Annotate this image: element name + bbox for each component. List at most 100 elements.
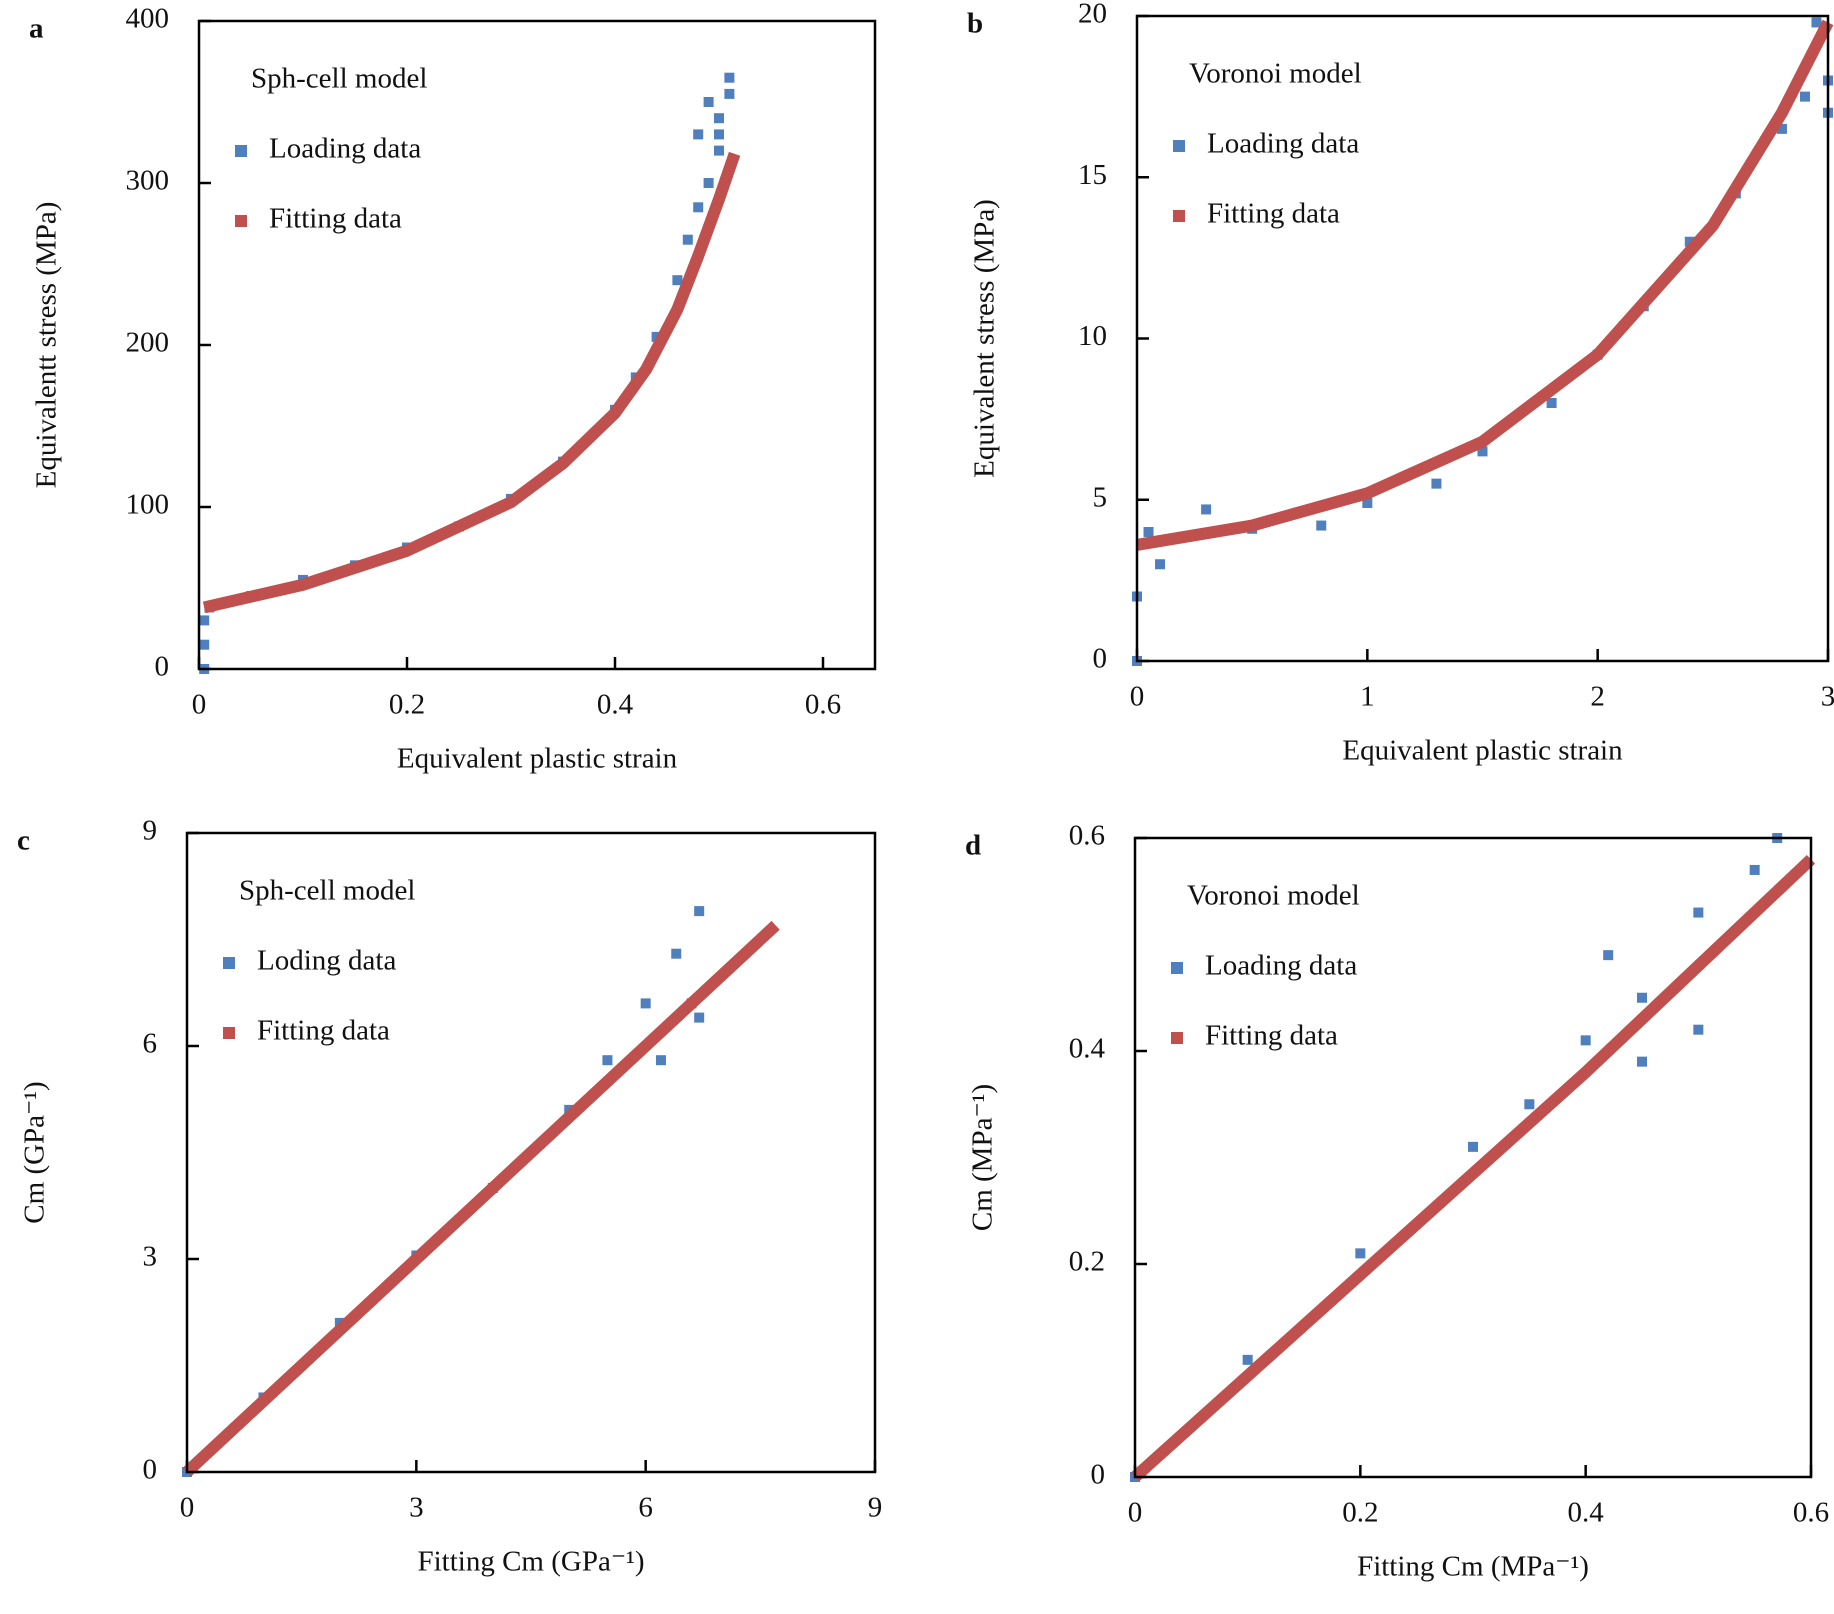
x-tick-label: 3 <box>409 1492 424 1524</box>
legend-label: Fitting data <box>257 1015 390 1047</box>
point <box>655 1055 666 1066</box>
annotation: Voronoi model <box>1187 880 1360 912</box>
legend-label: Loding data <box>257 945 396 977</box>
annotation: Sph-cell model <box>251 63 427 95</box>
point <box>1468 1141 1478 1152</box>
x-tick-label: 0 <box>180 1492 195 1524</box>
x-tick-label: 9 <box>868 1492 883 1524</box>
plot-frame <box>185 831 877 1474</box>
legend-marker <box>1173 210 1185 222</box>
point <box>1524 1099 1535 1110</box>
y-tick-label: 0.6 <box>1069 820 1105 852</box>
y-tick-label: 3 <box>143 1241 158 1273</box>
x-tick-label: 0.4 <box>597 689 634 721</box>
point <box>1637 992 1647 1003</box>
legend-label: Loading data <box>1207 128 1359 160</box>
y-tick-label: 0 <box>143 1454 158 1486</box>
y-tick-label: 20 <box>1078 0 1107 30</box>
panel-label: c <box>17 825 30 857</box>
plot-frame <box>1135 14 1830 663</box>
x-tick-label: 3 <box>1821 681 1834 713</box>
x-axis-label: Equivalent plastic strain <box>397 743 678 775</box>
point <box>1580 1035 1591 1046</box>
x-tick-label: 6 <box>638 1492 653 1524</box>
y-axis-label: Equivalent stress (MPa) <box>969 199 1001 478</box>
x-tick-label: 2 <box>1590 681 1605 713</box>
y-axis-label: Cm (GPa⁻¹) <box>19 1081 51 1223</box>
legend-marker <box>1171 1032 1183 1044</box>
point <box>724 88 735 99</box>
y-tick-label: 15 <box>1078 159 1107 191</box>
point <box>1201 504 1212 515</box>
point <box>1143 527 1154 537</box>
legend-label: Loading data <box>1205 950 1357 982</box>
y-tick-label: 400 <box>126 3 170 35</box>
panel-label: d <box>965 830 981 862</box>
x-tick-label: 0.6 <box>805 689 841 721</box>
y-tick-label: 6 <box>143 1028 158 1060</box>
point <box>602 1055 613 1066</box>
point <box>1603 950 1614 961</box>
y-tick-label: 10 <box>1078 320 1107 352</box>
plot-frame <box>1133 836 1813 1479</box>
y-tick-label: 9 <box>143 815 158 847</box>
x-axis-label: Fitting Cm (MPa⁻¹) <box>1357 1551 1589 1583</box>
y-tick-label: 200 <box>126 327 170 359</box>
point <box>703 178 714 188</box>
point <box>1799 91 1810 102</box>
point <box>1242 1354 1253 1365</box>
point <box>724 72 735 83</box>
point <box>1316 520 1327 531</box>
point <box>682 234 693 245</box>
x-tick-label: 0 <box>1130 681 1145 713</box>
x-axis-label: Fitting Cm (GPa⁻¹) <box>417 1546 644 1578</box>
point <box>1684 236 1695 247</box>
legend-marker <box>235 215 247 227</box>
legend-label: Fitting data <box>1207 198 1340 230</box>
legend-label: Loading data <box>269 133 421 165</box>
point <box>693 129 704 140</box>
legend-marker <box>235 145 247 157</box>
point <box>1811 17 1822 28</box>
y-tick-label: 0 <box>1091 1459 1106 1491</box>
fit-line <box>1136 19 1834 551</box>
y-tick-label: 0 <box>1093 643 1108 675</box>
panel-label: a <box>29 13 44 45</box>
point <box>1776 123 1787 134</box>
point <box>199 639 210 650</box>
fit-line <box>1130 854 1816 1482</box>
x-axis-label: Equivalent plastic strain <box>1342 735 1623 767</box>
point <box>693 202 704 213</box>
y-axis-label: Cm (MPa⁻¹) <box>967 1084 999 1231</box>
point <box>672 275 683 286</box>
point <box>1362 497 1373 508</box>
point <box>1749 864 1760 875</box>
y-tick-label: 0.4 <box>1069 1033 1106 1065</box>
x-tick-label: 0.4 <box>1568 1497 1605 1529</box>
point <box>714 129 724 140</box>
y-tick-label: 0.2 <box>1069 1246 1105 1278</box>
legend-marker <box>223 957 235 969</box>
point <box>1431 478 1442 489</box>
point <box>1546 398 1557 408</box>
y-tick-label: 100 <box>126 489 170 521</box>
legend-marker <box>1171 962 1183 974</box>
point <box>694 1012 705 1023</box>
legend-label: Fitting data <box>1205 1020 1338 1052</box>
point <box>1477 446 1488 457</box>
annotation: Voronoi model <box>1189 58 1362 90</box>
legend-marker <box>1173 140 1185 152</box>
x-tick-label: 0.2 <box>389 689 425 721</box>
y-axis-label: Equivalentt stress (MPa) <box>31 202 63 489</box>
y-tick-label: 300 <box>126 165 170 197</box>
point <box>1155 559 1166 570</box>
point <box>199 615 210 626</box>
point <box>1637 1056 1647 1067</box>
y-tick-label: 5 <box>1093 481 1108 513</box>
x-tick-label: 0 <box>1128 1497 1143 1529</box>
plot-frame <box>197 19 877 671</box>
panel-label: b <box>967 8 983 40</box>
point <box>1355 1248 1366 1259</box>
point <box>1693 907 1704 918</box>
